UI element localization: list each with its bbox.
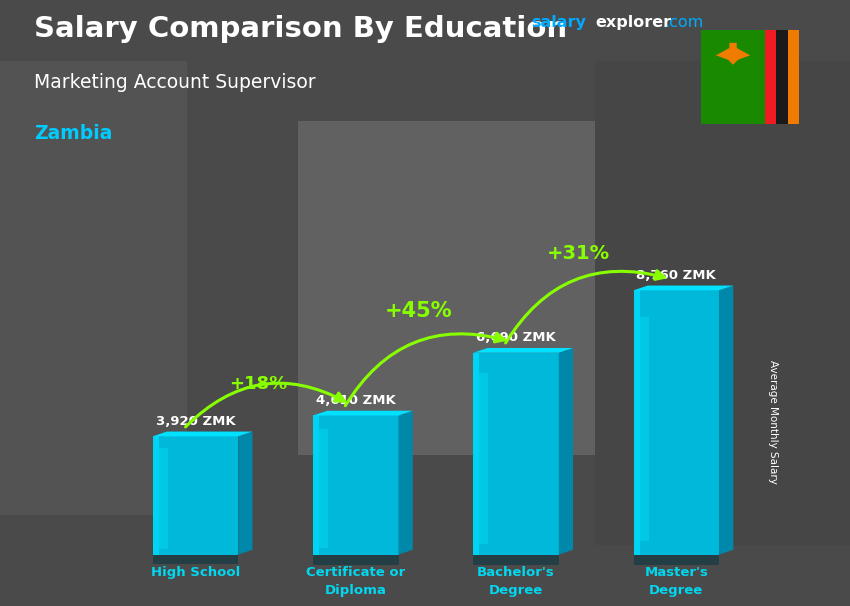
Polygon shape bbox=[558, 348, 573, 554]
Text: +18%: +18% bbox=[229, 375, 287, 393]
Polygon shape bbox=[159, 448, 167, 548]
Text: High School: High School bbox=[150, 567, 240, 579]
Polygon shape bbox=[313, 416, 319, 554]
Text: Certificate or
Diploma: Certificate or Diploma bbox=[306, 567, 405, 598]
Polygon shape bbox=[319, 430, 328, 548]
Text: Bachelor's
Degree: Bachelor's Degree bbox=[477, 567, 555, 598]
Bar bbox=[595, 61, 850, 545]
Polygon shape bbox=[733, 46, 750, 62]
Text: Master's
Degree: Master's Degree bbox=[644, 567, 708, 598]
Bar bbox=[765, 30, 776, 124]
Text: 4,610 ZMK: 4,610 ZMK bbox=[316, 394, 395, 407]
Polygon shape bbox=[633, 290, 719, 554]
Polygon shape bbox=[633, 285, 734, 290]
Polygon shape bbox=[153, 436, 238, 554]
Polygon shape bbox=[473, 348, 573, 353]
Polygon shape bbox=[473, 554, 558, 565]
Text: Zambia: Zambia bbox=[34, 124, 112, 143]
Text: Salary Comparison By Education: Salary Comparison By Education bbox=[34, 15, 567, 43]
Text: +45%: +45% bbox=[384, 301, 452, 321]
Text: salary: salary bbox=[531, 15, 586, 30]
Polygon shape bbox=[153, 431, 252, 436]
Polygon shape bbox=[473, 353, 558, 554]
Polygon shape bbox=[719, 285, 734, 554]
Polygon shape bbox=[399, 411, 413, 554]
Polygon shape bbox=[633, 554, 719, 565]
Polygon shape bbox=[313, 411, 413, 416]
Polygon shape bbox=[479, 373, 488, 544]
Text: +31%: +31% bbox=[547, 244, 610, 264]
Text: Marketing Account Supervisor: Marketing Account Supervisor bbox=[34, 73, 315, 92]
Polygon shape bbox=[313, 554, 399, 565]
Text: 3,920 ZMK: 3,920 ZMK bbox=[156, 415, 235, 428]
Polygon shape bbox=[313, 416, 399, 554]
Polygon shape bbox=[633, 290, 639, 554]
Polygon shape bbox=[238, 431, 252, 554]
Bar bbox=[0, 61, 187, 515]
Text: 6,690 ZMK: 6,690 ZMK bbox=[476, 331, 556, 344]
Polygon shape bbox=[473, 353, 479, 554]
Polygon shape bbox=[639, 317, 649, 541]
Text: .com: .com bbox=[665, 15, 704, 30]
Polygon shape bbox=[716, 46, 733, 62]
Text: 8,760 ZMK: 8,760 ZMK bbox=[637, 268, 717, 282]
FancyArrow shape bbox=[727, 43, 740, 65]
Text: Average Monthly Salary: Average Monthly Salary bbox=[768, 361, 778, 484]
Bar bbox=[788, 30, 799, 124]
Bar bbox=[776, 30, 788, 124]
Bar bbox=[298, 121, 595, 454]
Polygon shape bbox=[153, 436, 159, 554]
Polygon shape bbox=[153, 554, 238, 564]
Text: explorer: explorer bbox=[595, 15, 672, 30]
